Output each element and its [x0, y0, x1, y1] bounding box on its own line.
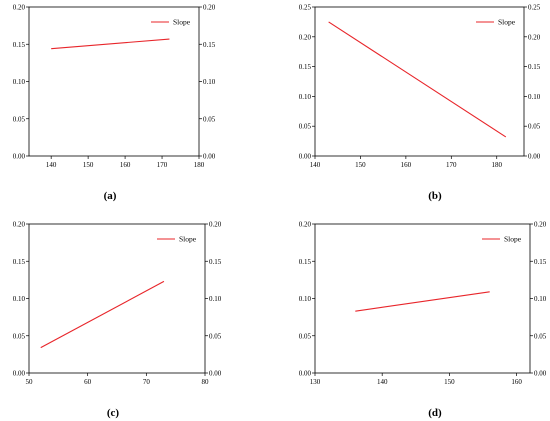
y-tick-label-left: 0.15 — [299, 258, 312, 266]
y-tick-label-left: 0.15 — [299, 63, 312, 71]
x-tick-label: 130 — [310, 378, 321, 386]
x-tick-label: 60 — [84, 378, 92, 386]
panel-caption: (c) — [107, 407, 120, 419]
x-tick-label: 150 — [83, 161, 94, 169]
legend-label: Slope — [504, 235, 522, 244]
panel-caption: (d) — [428, 407, 442, 419]
y-tick-label-left: 0.05 — [13, 332, 26, 340]
y-tick-label-left: 0.15 — [13, 41, 26, 49]
plot-frame — [314, 6, 525, 157]
y-tick-label-right: 0.00 — [209, 370, 222, 378]
series-line-slope — [40, 280, 165, 349]
legend-label: Slope — [179, 235, 197, 244]
plot-frame — [314, 223, 531, 374]
y-tick-label-left: 0.10 — [13, 295, 26, 303]
y-tick-label-right: 0.00 — [528, 153, 541, 161]
y-tick-label-right: 0.15 — [528, 63, 541, 71]
y-tick-label-right: 0.00 — [534, 370, 547, 378]
y-tick-label-left: 0.10 — [13, 78, 26, 86]
legend-label: Slope — [173, 18, 191, 27]
x-tick-label: 150 — [444, 378, 455, 386]
y-tick-label-left: 0.20 — [299, 33, 312, 41]
series-line-slope — [328, 21, 507, 138]
plot-frame — [28, 6, 200, 157]
x-tick-label: 170 — [157, 161, 168, 169]
x-tick-label: 170 — [446, 161, 457, 169]
x-tick-label: 150 — [355, 161, 366, 169]
y-tick-label-right: 0.20 — [528, 33, 541, 41]
y-tick-label-left: 0.00 — [299, 153, 312, 161]
chart-panel-c: 50 60 70 800.00 0.000.05 0.050.10 0.100.15 0.15… — [13, 221, 222, 420]
x-tick-label: 160 — [120, 161, 131, 169]
y-tick-label-right: 0.05 — [534, 332, 547, 340]
x-tick-label: 180 — [194, 161, 205, 169]
x-tick-label: 140 — [377, 378, 388, 386]
series-line-slope — [355, 291, 490, 312]
x-tick-label: 140 — [46, 161, 57, 169]
x-tick-label: 80 — [202, 378, 210, 386]
x-tick-label: 180 — [491, 161, 502, 169]
y-tick-label-right: 0.15 — [203, 41, 216, 49]
y-tick-label-right: 0.10 — [534, 295, 547, 303]
y-tick-label-right: 0.20 — [203, 4, 216, 12]
legend-label: Slope — [498, 18, 516, 27]
y-tick-label-left: 0.05 — [299, 332, 312, 340]
y-tick-label-left: 0.25 — [299, 4, 312, 12]
y-tick-label-left: 0.10 — [299, 93, 312, 101]
y-tick-label-left: 0.20 — [13, 4, 26, 12]
y-tick-label-left: 0.05 — [13, 115, 26, 123]
x-tick-label: 160 — [401, 161, 412, 169]
y-tick-label-left: 0.20 — [13, 221, 26, 229]
y-tick-label-right: 0.20 — [534, 221, 547, 229]
y-tick-label-left: 0.10 — [299, 295, 312, 303]
y-tick-label-right: 0.05 — [209, 332, 222, 340]
y-tick-label-left: 0.00 — [13, 370, 26, 378]
y-tick-label-right: 0.00 — [203, 153, 216, 161]
y-tick-label-left: 0.00 — [13, 153, 26, 161]
panel-caption: (b) — [428, 190, 442, 202]
plot-frame — [28, 223, 206, 374]
x-tick-label: 70 — [143, 378, 151, 386]
series-line-slope — [51, 38, 170, 50]
y-tick-label-right: 0.10 — [203, 78, 216, 86]
x-tick-label: 160 — [511, 378, 522, 386]
y-tick-label-left: 0.15 — [13, 258, 26, 266]
y-tick-label-left: 0.20 — [299, 221, 312, 229]
y-tick-label-right: 0.10 — [209, 295, 222, 303]
y-tick-label-right: 0.20 — [209, 221, 222, 229]
y-tick-label-right: 0.05 — [528, 123, 541, 131]
panel-caption: (a) — [104, 190, 117, 202]
x-tick-label: 140 — [310, 161, 321, 169]
y-tick-label-right: 0.25 — [528, 4, 541, 12]
chart-panel-d: 130 140 150 160 0.00 0.00 0.05 0.05 0.10 0.10 0.15… — [299, 221, 547, 420]
y-tick-label-left: 0.05 — [299, 123, 312, 131]
y-tick-label-right: 0.15 — [534, 258, 547, 266]
y-tick-label-left: 0.00 — [299, 370, 312, 378]
y-tick-label-right: 0.10 — [528, 93, 541, 101]
y-tick-label-right: 0.05 — [203, 115, 216, 123]
x-tick-label: 50 — [26, 378, 34, 386]
chart-panel-b: 140 150 160 170 180 0.00 0.00 0.05 0.05 0.10 0.10 0… — [299, 4, 541, 203]
y-tick-label-right: 0.15 — [209, 258, 222, 266]
